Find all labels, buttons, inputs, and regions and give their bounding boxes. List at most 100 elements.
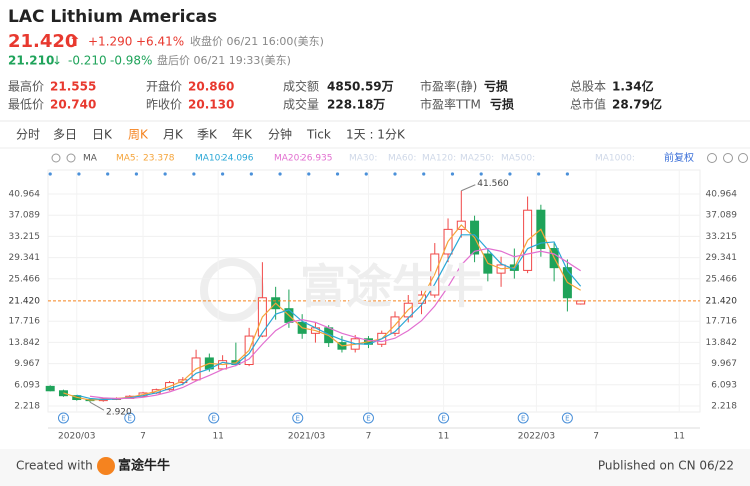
stat-label: 最低价 bbox=[8, 98, 44, 112]
event-marker-label: E bbox=[521, 415, 525, 423]
y-tick-label: 13.842 bbox=[9, 338, 41, 348]
icon-button[interactable] bbox=[738, 153, 748, 163]
event-dot bbox=[508, 172, 512, 176]
settings-icon bbox=[51, 153, 61, 163]
event-marker[interactable] bbox=[438, 412, 450, 424]
stat-label: 市盈率(静) bbox=[420, 79, 477, 94]
y-tick-label: 37.089 bbox=[9, 211, 41, 221]
ma-line bbox=[63, 224, 581, 401]
x-tick-label: 7 bbox=[593, 432, 599, 442]
footer-created: Created with bbox=[16, 459, 93, 473]
event-marker-label: E bbox=[366, 415, 370, 423]
tab[interactable]: 月K bbox=[163, 128, 184, 142]
y-tick-label: 2.218 bbox=[14, 401, 40, 411]
x-tick-label: 2020/03 bbox=[58, 432, 95, 442]
legend-name: MA20: bbox=[274, 154, 302, 164]
change: +1.290 bbox=[88, 35, 132, 49]
y-tick-label-right: 37.089 bbox=[706, 211, 738, 221]
annotation: 41.560 bbox=[477, 179, 509, 189]
event-marker[interactable] bbox=[561, 412, 573, 424]
stat-label: 最高价 bbox=[8, 79, 44, 94]
hide-icon[interactable] bbox=[66, 153, 76, 163]
current-price-label-right: 21.420 bbox=[706, 296, 738, 306]
event-marker-label: E bbox=[296, 415, 300, 423]
footer-published: Published on CN 06/22 bbox=[598, 459, 734, 473]
icon-button[interactable] bbox=[723, 153, 733, 163]
event-dot bbox=[307, 172, 311, 176]
y-tick-label-right: 13.842 bbox=[706, 338, 738, 348]
ma-inactive: MA250: bbox=[460, 154, 494, 164]
tab[interactable]: Tick bbox=[306, 128, 331, 142]
ma-inactive: MA120: bbox=[422, 154, 456, 164]
x-tick-label: 2021/03 bbox=[288, 432, 325, 442]
tab[interactable]: 季K bbox=[197, 128, 218, 142]
y-tick-label: 25.466 bbox=[9, 274, 41, 284]
current-price-label: 21.420 bbox=[9, 296, 41, 306]
status: 盘后价 06/21 19:33(美东) bbox=[157, 53, 291, 67]
event-dot bbox=[221, 172, 225, 176]
watermark-logo bbox=[200, 258, 264, 322]
y-tick-label-right: 33.215 bbox=[706, 232, 738, 242]
ma-line bbox=[89, 247, 581, 400]
tab[interactable]: 1天 : 1分K bbox=[346, 128, 406, 142]
event-dot bbox=[77, 172, 81, 176]
event-marker-label: E bbox=[565, 415, 569, 423]
arrow: ↓ bbox=[52, 54, 62, 68]
change-pct: +6.41% bbox=[136, 35, 184, 49]
x-tick-label: 11 bbox=[673, 432, 684, 442]
event-dot bbox=[565, 172, 569, 176]
brand-logo bbox=[97, 457, 115, 475]
event-marker[interactable] bbox=[57, 412, 69, 424]
y-tick-label: 29.341 bbox=[9, 253, 41, 263]
candle-body bbox=[45, 385, 55, 392]
x-tick-label: 7 bbox=[366, 432, 372, 442]
stat-label: 总市值 bbox=[570, 97, 606, 112]
ma-line bbox=[76, 234, 582, 401]
event-dot bbox=[450, 172, 455, 176]
tab[interactable]: 分时 bbox=[16, 128, 40, 142]
title: LAC Lithium Americas bbox=[8, 7, 217, 27]
stat-value: 亏损 bbox=[484, 79, 508, 94]
ma-inactive: MA500: bbox=[501, 154, 535, 164]
event-marker[interactable] bbox=[362, 412, 374, 424]
chart: 2.218 2.218 6.093 6.093 9.967 9.967 13.842 13.8… bbox=[9, 169, 738, 442]
after-pct: -0.98% bbox=[110, 54, 152, 68]
annotation-leader bbox=[461, 184, 476, 192]
plot-frame bbox=[47, 169, 701, 413]
tab[interactable]: 多日 bbox=[53, 128, 77, 142]
tab[interactable]: 日K bbox=[92, 128, 113, 142]
footer-brand: 富途牛牛 bbox=[118, 458, 170, 474]
y-tick-label-right: 6.093 bbox=[711, 380, 737, 390]
event-marker[interactable] bbox=[124, 412, 136, 424]
stat-label: 总股本 bbox=[570, 80, 606, 94]
stat-value: 20.740 bbox=[50, 98, 96, 112]
icon-button[interactable] bbox=[707, 153, 717, 163]
stat-value: 20.130 bbox=[188, 98, 234, 112]
legend-name: MA5: bbox=[116, 154, 139, 164]
stat-label: 成交量 bbox=[283, 97, 319, 112]
tab[interactable]: 年K bbox=[232, 128, 253, 142]
event-dot bbox=[364, 172, 368, 176]
legend-value: 23.378 bbox=[143, 154, 175, 164]
ma-inactive: MA60: bbox=[388, 154, 416, 164]
y-tick-label-right: 17.716 bbox=[706, 317, 738, 327]
after-price: 21.210 bbox=[8, 54, 54, 68]
stat-value: 228.18万 bbox=[327, 98, 385, 112]
y-tick-label: 33.215 bbox=[9, 232, 41, 242]
tab[interactable]: 周K bbox=[128, 128, 149, 142]
tab[interactable]: 分钟 bbox=[268, 127, 292, 142]
y-tick-label-right: 25.466 bbox=[706, 274, 738, 284]
event-marker-label: E bbox=[61, 415, 65, 423]
event-marker[interactable] bbox=[517, 412, 529, 424]
x-tick-label: 11 bbox=[438, 432, 449, 442]
ma-inactive: MA1000: bbox=[595, 154, 635, 164]
price: 21.420 bbox=[8, 31, 77, 52]
y-tick-label: 6.093 bbox=[14, 380, 40, 390]
stat-label: 昨收价 bbox=[146, 98, 182, 112]
event-marker[interactable] bbox=[208, 412, 220, 424]
arrow: ⬆ bbox=[69, 34, 81, 50]
event-marker[interactable] bbox=[292, 412, 304, 424]
y-tick-label-right: 29.341 bbox=[706, 253, 738, 263]
legend-value: 24.096 bbox=[222, 154, 254, 164]
